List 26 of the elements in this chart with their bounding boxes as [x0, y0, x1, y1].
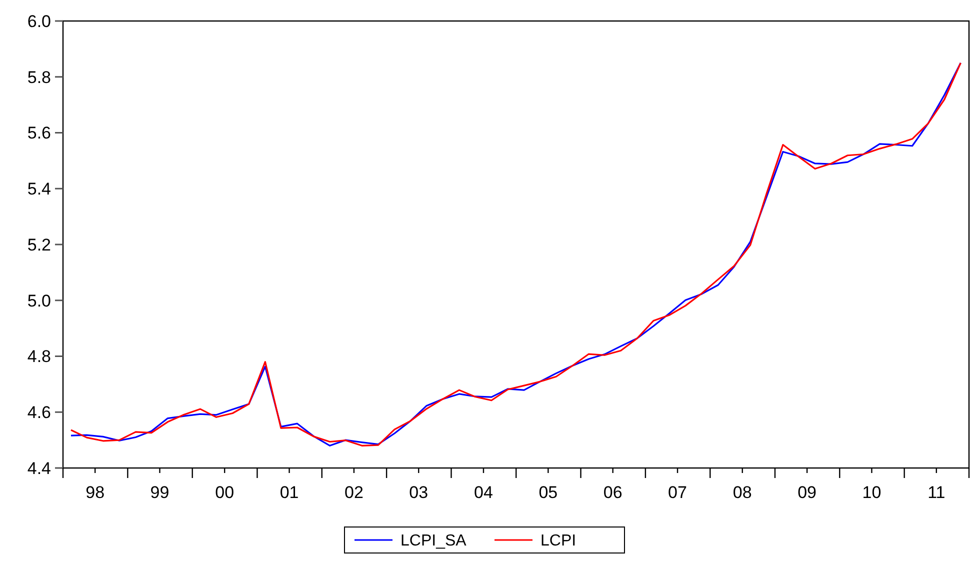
x-tick-label: 09 [798, 483, 817, 502]
y-tick-label: 4.8 [27, 347, 51, 366]
legend-label: LCPI [540, 532, 576, 550]
x-tick-label: 10 [862, 483, 882, 502]
y-tick-label: 5.4 [27, 180, 51, 199]
x-tick-label: 00 [215, 483, 234, 502]
y-tick-label: 5.2 [27, 235, 51, 254]
x-tick-label: 98 [86, 483, 105, 502]
x-tick-label: 07 [668, 483, 687, 502]
y-tick-label: 6.0 [27, 12, 51, 31]
x-tick-label: 04 [474, 483, 493, 502]
legend-label: LCPI_SA [400, 532, 467, 550]
x-tick-label: 08 [732, 483, 752, 502]
y-tick-label: 5.8 [27, 68, 51, 87]
y-tick-label: 4.6 [27, 403, 51, 422]
x-tick-label: 06 [603, 483, 622, 502]
x-tick-label: 03 [409, 483, 428, 502]
x-tick-label: 99 [150, 483, 170, 502]
x-tick-label: 01 [280, 483, 299, 502]
x-tick-label: 02 [344, 483, 364, 502]
x-tick-label: 05 [538, 483, 558, 502]
y-tick-label: 4.4 [27, 458, 51, 478]
x-tick-label: 11 [928, 483, 946, 502]
y-tick-label: 5.0 [27, 291, 51, 310]
line-series [70, 62, 962, 446]
y-tick-label: 5.6 [27, 124, 51, 143]
